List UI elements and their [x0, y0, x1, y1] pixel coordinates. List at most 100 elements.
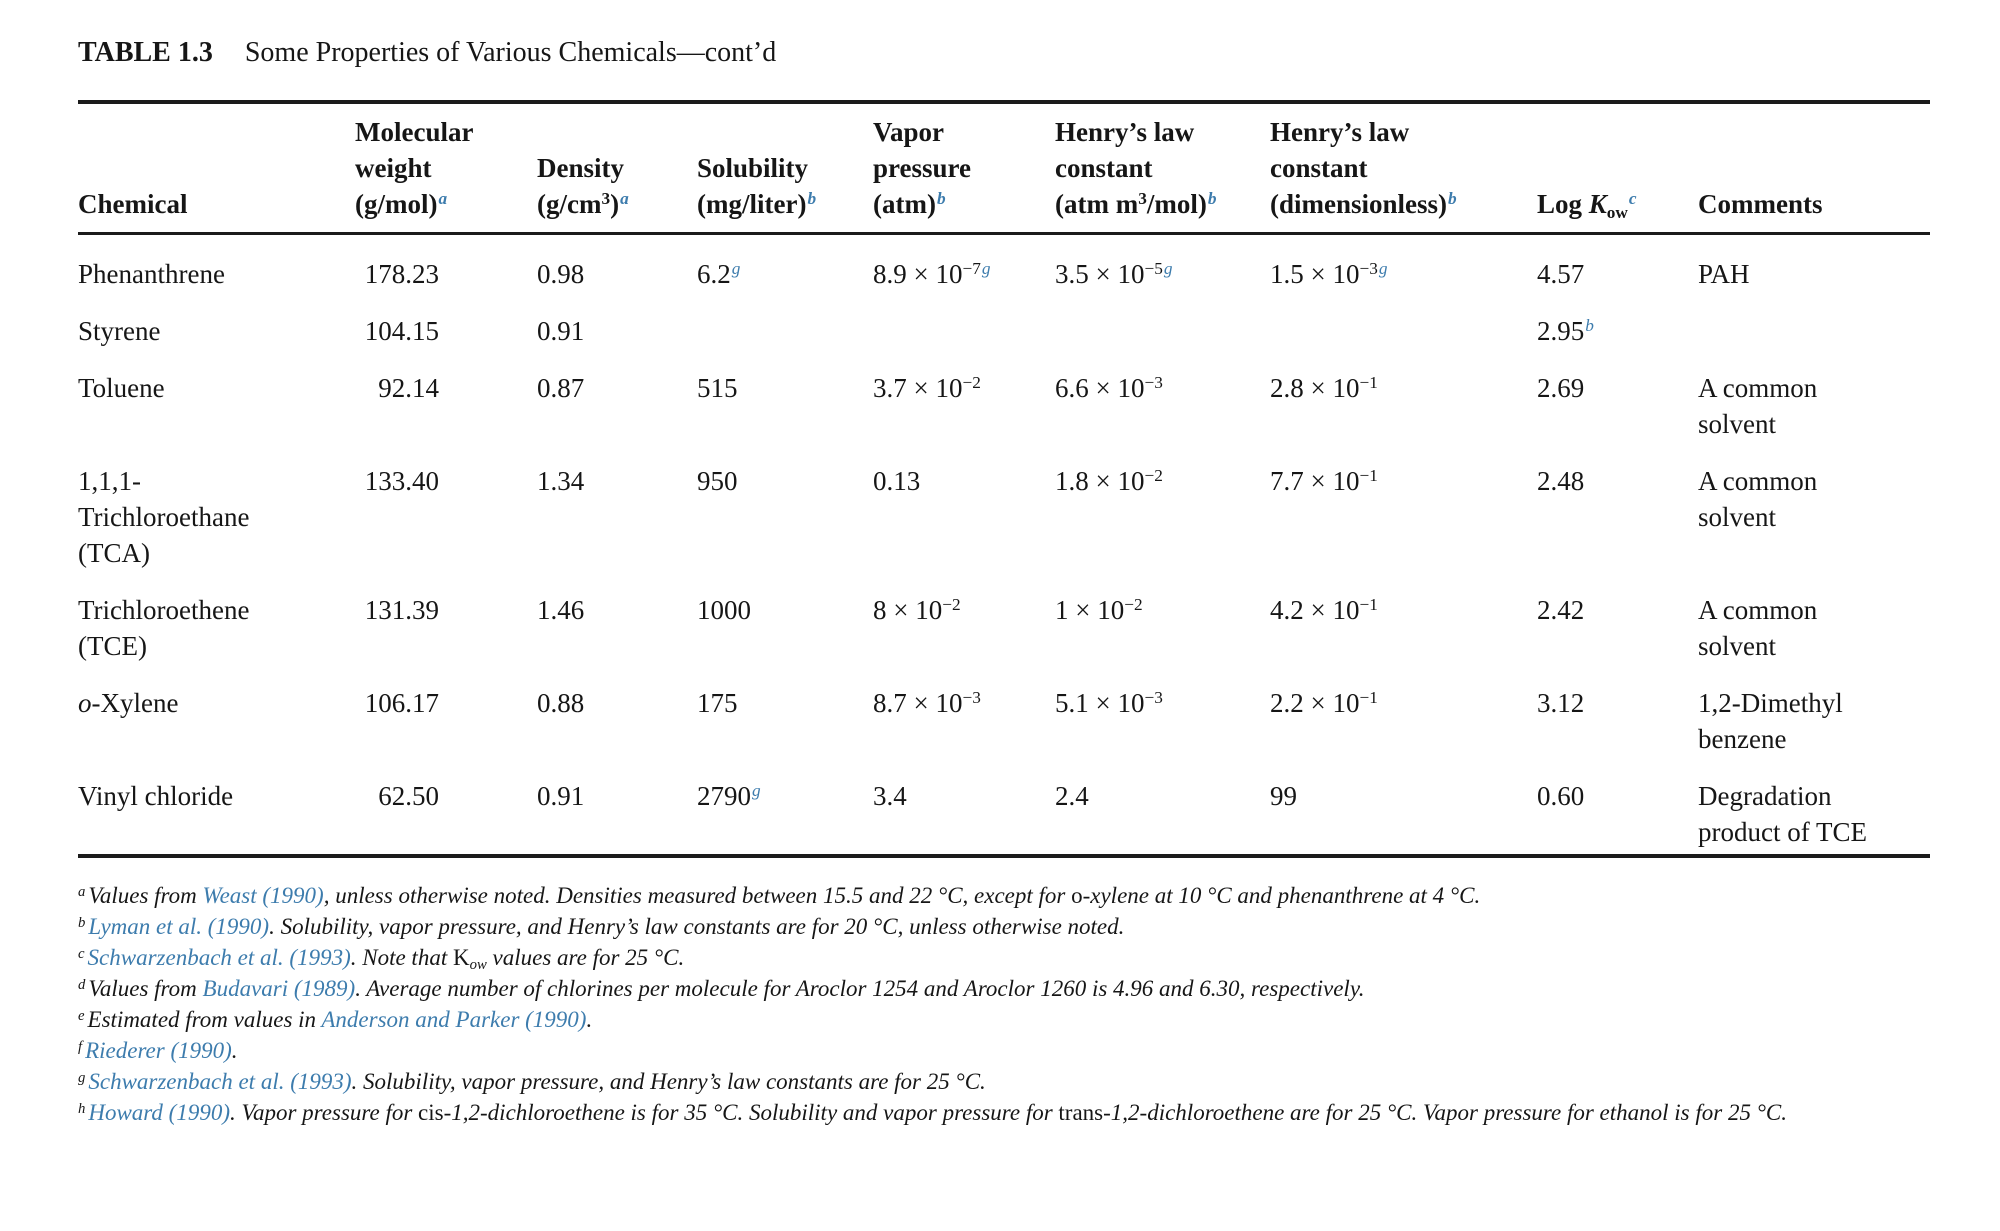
footnote-ref[interactable]: g — [731, 258, 741, 278]
footnote-marker: h — [78, 1100, 86, 1117]
table-row: Phenanthrene 178.23 0.98 6.2g 8.9 × 10−7g 3.5… — [78, 234, 1930, 293]
cell-solubility: 2790g — [697, 780, 761, 811]
footnote-ref[interactable]: g — [1163, 258, 1173, 278]
table-row: Trichloroethene (TCE) 131.39 1.46 1000 8 × 10… — [78, 571, 1930, 664]
table-title: Some Properties of Various Chemicals—con… — [244, 37, 777, 68]
column-header-vp: Vapor pressure (atm)b — [873, 117, 972, 219]
footnote-ref[interactable]: b — [1207, 188, 1217, 208]
cell-henry_dim: 7.7 × 10−1 — [1270, 465, 1378, 496]
molecular-weight-value: 62.50 — [378, 781, 439, 811]
upright-text: cis — [418, 1100, 444, 1125]
table-row: o-Xylene 106.17 0.88 175 8.7 × 10−3 5.1 × 10−… — [78, 664, 1930, 757]
cell-henry_dim: 1.5 × 10−3g — [1270, 258, 1388, 289]
molecular-weight-value: 92.14 — [378, 373, 439, 403]
cell-comments: PAH — [1698, 259, 1750, 289]
footnote-b: b Lyman et al. (1990). Solubility, vapor … — [78, 914, 1125, 939]
subscript: ow — [469, 957, 487, 974]
footnote-f: f Riederer (1990). — [78, 1038, 238, 1063]
footnote-ref[interactable]: g — [981, 258, 991, 278]
table-number: TABLE 1.3 — [78, 37, 213, 68]
footnote-ref[interactable]: g — [752, 780, 761, 800]
cell-chemical: Phenanthrene — [78, 259, 225, 289]
cell-logkow: 4.57 — [1537, 259, 1585, 289]
cell-logkow: 0.60 — [1537, 781, 1585, 811]
footnote-g: g Schwarzenbach et al. (1993). Solubility… — [78, 1069, 986, 1094]
footnote-ref[interactable]: b — [1585, 315, 1594, 335]
cell-logkow: 2.95b — [1537, 315, 1594, 346]
citation-link[interactable]: Budavari (1989) — [202, 976, 356, 1001]
cell-logkow: 2.42 — [1537, 595, 1585, 625]
upright-text: K — [452, 945, 470, 970]
cell-vp: 8 × 10−2 — [873, 594, 961, 625]
footnote-a: a Values from Weast (1990), unless otherw… — [78, 883, 1481, 908]
footnote-ref[interactable]: c — [1628, 188, 1637, 208]
subscript: ow — [1606, 202, 1628, 222]
exponent: −1 — [1359, 594, 1378, 614]
cell-solubility: 6.2g — [697, 258, 741, 289]
italic-text: o — [78, 688, 92, 718]
cell-mw: 133.40 — [355, 442, 537, 571]
citation-link[interactable]: Howard (1990) — [88, 1100, 230, 1125]
column-header-comments: Comments — [1698, 189, 1823, 219]
footnote-ref[interactable]: g — [1378, 258, 1388, 278]
cell-solubility: 175 — [697, 688, 738, 718]
table-row: Vinyl chloride 62.50 0.91 2790g 3.4 2.4 99 0.60… — [78, 757, 1930, 856]
citation-link[interactable]: Schwarzenbach et al. (1993) — [88, 1069, 352, 1094]
molecular-weight-value: 131.39 — [364, 595, 439, 625]
citation-link[interactable]: Riederer (1990) — [85, 1038, 232, 1063]
cell-density: 0.91 — [537, 781, 585, 811]
cell-vp: 3.4 — [873, 781, 907, 811]
cell-density: 0.88 — [537, 688, 585, 718]
column-header-solubility: Solubility (mg/liter)b — [697, 153, 817, 219]
upright-text: trans — [1058, 1100, 1104, 1125]
cell-solubility: 515 — [697, 373, 738, 403]
cell-comments: A common solvent — [1698, 373, 1818, 439]
citation-link[interactable]: Schwarzenbach et al. (1993) — [87, 945, 351, 970]
exponent: 3 — [601, 188, 611, 208]
cell-mw: 106.17 — [355, 664, 537, 757]
cell-density: 0.87 — [537, 373, 585, 403]
cell-mw: 178.23 — [355, 234, 537, 293]
cell-comments — [1698, 292, 1930, 349]
citation-link[interactable]: Anderson and Parker (1990) — [321, 1007, 587, 1032]
exponent: −3 — [1144, 372, 1163, 392]
exponent: 3 — [1138, 188, 1147, 208]
cell-mw: 92.14 — [355, 349, 537, 442]
footnote-c: c Schwarzenbach et al. (1993). Note that … — [78, 945, 685, 974]
table-row: Styrene 104.15 0.91 2.95b — [78, 292, 1930, 349]
footnote-marker: a — [78, 883, 86, 900]
footnote-marker: g — [78, 1069, 86, 1086]
footnote-ref[interactable]: b — [1448, 188, 1457, 208]
footnote-marker: b — [78, 914, 86, 931]
footnote-ref[interactable]: a — [620, 188, 629, 208]
cell-comments: A common solvent — [1698, 595, 1818, 661]
exponent: −3 — [962, 687, 981, 707]
molecular-weight-value: 104.15 — [364, 316, 439, 346]
cell-solubility — [697, 292, 873, 349]
cell-vp: 8.7 × 10−3 — [873, 687, 981, 718]
cell-solubility: 1000 — [697, 595, 751, 625]
citation-link[interactable]: Lyman et al. (1990) — [88, 914, 270, 939]
cell-henry_dim: 4.2 × 10−1 — [1270, 594, 1378, 625]
footnote-marker: d — [78, 976, 86, 993]
citation-link[interactable]: Weast (1990) — [202, 883, 324, 908]
cell-solubility: 950 — [697, 466, 738, 496]
exponent: −2 — [942, 594, 961, 614]
cell-comments: A common solvent — [1698, 466, 1818, 532]
cell-mw: 62.50 — [355, 757, 537, 856]
footnote-marker: e — [78, 1007, 85, 1024]
upright-text: o — [1071, 883, 1083, 908]
exponent: −1 — [1359, 687, 1378, 707]
cell-chemical: Trichloroethene (TCE) — [78, 595, 250, 661]
footnote-ref[interactable]: b — [936, 188, 946, 208]
footnote-ref[interactable]: a — [438, 188, 448, 208]
molecular-weight-value: 133.40 — [364, 466, 439, 496]
cell-chemical: Toluene — [78, 373, 165, 403]
exponent: −3 — [1144, 687, 1163, 707]
footnote-e: e Estimated from values in Anderson and P… — [78, 1007, 593, 1032]
cell-henry_atm: 3.5 × 10−5g — [1055, 258, 1173, 289]
footnote-ref[interactable]: b — [807, 188, 817, 208]
exponent: −3 — [1359, 258, 1378, 278]
cell-vp: 0.13 — [873, 466, 921, 496]
column-header-henry_atm: Henry’s law constant (atm m3/mol)b — [1055, 117, 1217, 219]
